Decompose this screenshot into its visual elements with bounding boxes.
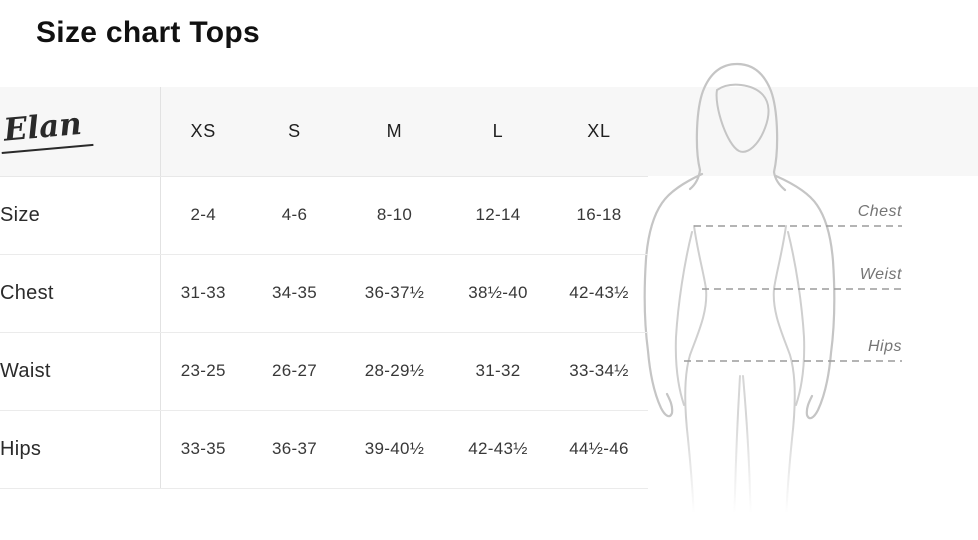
size-cell: 12-14	[446, 176, 550, 255]
size-cell: 31-32	[446, 332, 550, 411]
column-header-xl: XL	[550, 87, 648, 177]
table-header-row: Elan XS S M L XL	[0, 87, 648, 177]
size-cell: 2-4	[160, 176, 246, 255]
size-cell: 42-43½	[446, 410, 550, 489]
size-cell: 4-6	[246, 176, 343, 255]
column-header-xs: XS	[160, 87, 246, 177]
brand-logo: Elan	[0, 106, 94, 155]
size-cell: 16-18	[550, 176, 648, 255]
hips-label: Hips	[868, 338, 902, 355]
row-label: Hips	[0, 410, 161, 489]
size-cell: 23-25	[160, 332, 246, 411]
column-header-l: L	[446, 87, 550, 177]
column-header-m: M	[343, 87, 446, 177]
right-shoulder-arm	[774, 174, 836, 420]
face-outline	[715, 83, 770, 153]
waist-label: Weist	[860, 266, 902, 283]
size-cell: 26-27	[246, 332, 343, 411]
size-cell: 34-35	[246, 254, 343, 333]
left-inner-arm	[674, 231, 693, 406]
size-cell: 28-29½	[343, 332, 446, 411]
row-label: Waist	[0, 332, 161, 411]
size-cell: 38½-40	[446, 254, 550, 333]
size-cell: 36-37	[246, 410, 343, 489]
column-header-s: S	[246, 87, 343, 177]
size-cell: 42-43½	[550, 254, 648, 333]
row-label: Chest	[0, 254, 161, 333]
figure-fade-out	[649, 418, 978, 540]
size-cell: 33-35	[160, 410, 246, 489]
brand-cell: Elan	[0, 87, 161, 177]
size-cell: 8-10	[343, 176, 446, 255]
size-cell: 39-40½	[343, 410, 446, 489]
chest-label: Chest	[858, 203, 902, 220]
table-row-chest: Chest 31-33 34-35 36-37½ 38½-40 42-43½	[0, 254, 648, 333]
hair-left-tip	[688, 168, 702, 191]
size-cell: 31-33	[160, 254, 246, 333]
size-cell: 33-34½	[550, 332, 648, 411]
size-chart-table: Elan XS S M L XL Size 2-4 4-6 8-10 12-14…	[0, 87, 648, 489]
row-label: Size	[0, 176, 161, 255]
right-inner-arm	[787, 231, 806, 406]
size-cell: 44½-46	[550, 410, 648, 489]
size-cell: 36-37½	[343, 254, 446, 333]
table-row-hips: Hips 33-35 36-37 39-40½ 42-43½ 44½-46	[0, 410, 648, 489]
woman-outline	[643, 62, 836, 420]
page-title: Size chart Tops	[36, 16, 260, 49]
left-shoulder-arm	[643, 172, 704, 418]
table-row-size: Size 2-4 4-6 8-10 12-14 16-18	[0, 176, 648, 255]
table-row-waist: Waist 23-25 26-27 28-29½ 31-32 33-34½	[0, 332, 648, 411]
hair-outline	[695, 62, 787, 192]
